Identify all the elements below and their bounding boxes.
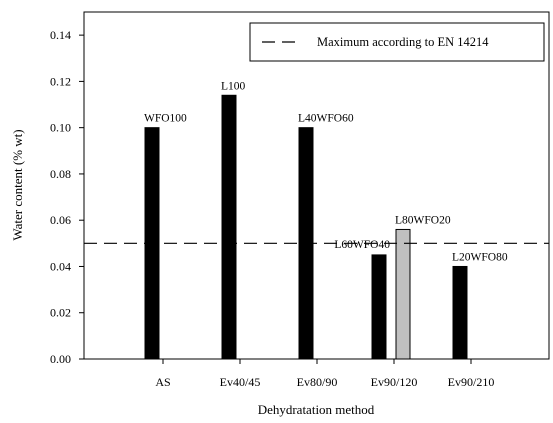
bar-label: L100 xyxy=(221,80,246,92)
x-tick-label: Ev90/210 xyxy=(448,375,495,389)
y-axis-title: Water content (% wt) xyxy=(10,129,25,240)
x-tick-label: Ev90/120 xyxy=(371,375,418,389)
x-tick-label: AS xyxy=(155,375,170,389)
bar-label: L80WFO20 xyxy=(395,214,451,226)
x-axis-title: Dehydratation method xyxy=(258,402,375,417)
y-tick-label: 0.08 xyxy=(50,167,71,181)
y-tick-label: 0.02 xyxy=(50,306,71,320)
y-tick-label: 0.14 xyxy=(50,28,71,42)
bar-label: L20WFO80 xyxy=(452,251,508,263)
y-tick-label: 0.06 xyxy=(50,213,71,227)
bar-label: L60WFO40 xyxy=(334,239,390,251)
bar-label: WFO100 xyxy=(144,113,187,125)
y-axis: 0.00 0.02 0.04 0.06 0.08 0.10 0.12 0.14 xyxy=(50,28,84,366)
x-tick-label: Ev80/90 xyxy=(297,375,338,389)
y-tick-label: 0.12 xyxy=(50,74,71,88)
y-tick-label: 0.10 xyxy=(50,121,71,135)
bar xyxy=(371,254,387,360)
x-tick-label: Ev40/45 xyxy=(220,375,261,389)
y-tick-label: 0.04 xyxy=(50,259,71,273)
bar-label: L40WFO60 xyxy=(298,113,354,125)
legend-label: Maximum according to EN 14214 xyxy=(317,35,489,49)
y-tick-label: 0.00 xyxy=(50,352,71,366)
plot-area xyxy=(83,11,550,360)
legend-box xyxy=(249,22,545,62)
bar-labels: WFO100 L100 L40WFO60 L60WFO40 L80WFO20 L20WFO… xyxy=(144,80,508,263)
bar xyxy=(395,228,411,360)
legend: Maximum according to EN 14214 xyxy=(249,22,545,62)
bar xyxy=(221,94,237,360)
bar xyxy=(452,265,468,360)
x-axis: AS Ev40/45 Ev80/90 Ev90/120 Ev90/210 xyxy=(155,359,494,389)
